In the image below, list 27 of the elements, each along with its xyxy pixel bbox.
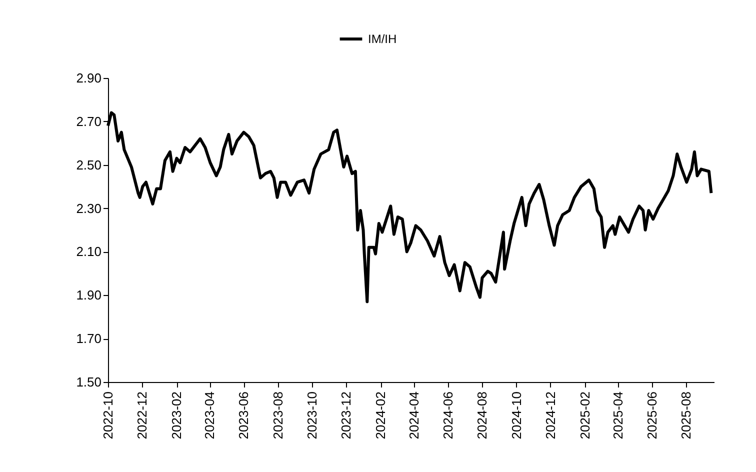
y-tick-label: 1.90	[76, 288, 102, 303]
x-tick-label: 2025-04	[610, 392, 626, 440]
y-tick-label: 2.90	[76, 70, 102, 86]
x-tick-label: 2023-08	[270, 392, 286, 440]
y-tick-label: 1.50	[76, 374, 102, 390]
x-tick-label: 2025-06	[644, 392, 660, 440]
x-tick-label: 2024-08	[474, 392, 490, 440]
y-tick-label: 2.10	[76, 244, 102, 260]
x-tick-label: 2023-10	[304, 392, 320, 440]
x-tick-label: 2024-06	[440, 392, 456, 440]
x-tick-label: 2025-02	[577, 392, 592, 440]
legend-label: IM/IH	[368, 32, 397, 46]
y-tick-label: 2.70	[76, 114, 102, 129]
y-tick-label: 2.50	[76, 157, 102, 172]
x-tick-label: 2025-08	[678, 392, 694, 440]
x-tick-label: 2024-02	[373, 392, 388, 440]
x-tick-label: 2024-10	[508, 392, 524, 440]
x-tick-label: 2023-12	[338, 392, 354, 440]
x-tick-label: 2023-06	[236, 392, 252, 440]
y-tick-label: 1.70	[76, 331, 102, 346]
x-tick-label: 2024-04	[406, 392, 422, 440]
x-tick-label: 2022-12	[134, 392, 150, 440]
x-tick-label: 2022-10	[100, 392, 116, 440]
y-tick-label: 2.30	[76, 200, 102, 216]
x-tick-label: 2023-04	[202, 392, 218, 440]
x-tick-label: 2024-12	[542, 392, 558, 440]
x-tick-label: 2023-02	[169, 392, 184, 440]
